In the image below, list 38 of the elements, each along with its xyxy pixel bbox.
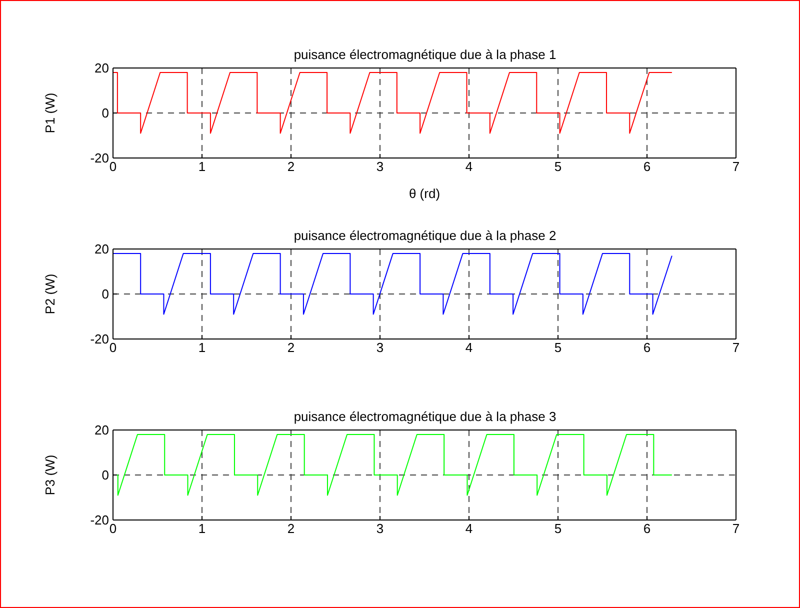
y-tick-label: 20: [94, 60, 109, 76]
y-tick-label: 0: [102, 468, 109, 483]
x-tick-label: 4: [465, 340, 473, 356]
chart-title: puisance électromagnétique due à la phase 3: [292, 409, 558, 424]
x-tick-label: 6: [643, 159, 651, 174]
chart-title: puisance électromagnétique due à la phase 2: [292, 228, 558, 243]
x-tick-label: 5: [554, 159, 562, 174]
x-tick-label: 7: [732, 340, 740, 356]
x-tick-label: 1: [198, 521, 206, 536]
x-tick-label: 2: [287, 340, 295, 356]
y-axis-title: P2 (W): [42, 274, 58, 314]
x-tick-label: 4: [465, 159, 473, 174]
y-tick-label: 20: [94, 422, 109, 438]
y-tick-label: 0: [102, 106, 109, 121]
x-tick-label: 2: [287, 159, 295, 174]
x-tick-label: 3: [376, 521, 384, 536]
x-tick-label: 1: [198, 159, 206, 174]
line-series: [113, 253, 672, 315]
x-tick-label: 6: [643, 340, 651, 356]
y-tick-label: -20: [90, 512, 109, 528]
chart-title: puisance électromagnétique due à la phase 1: [292, 47, 558, 62]
x-axis-title: θ (rd): [408, 186, 440, 201]
x-tick-label: 7: [732, 521, 740, 536]
x-tick-label: 6: [643, 521, 651, 536]
y-axis-title: P3 (W): [42, 454, 58, 496]
x-tick-label: 7: [732, 159, 740, 174]
x-tick-label: 5: [554, 521, 562, 536]
y-tick-label: 0: [102, 286, 109, 302]
x-tick-label: 3: [376, 159, 384, 174]
x-tick-label: 1: [198, 340, 206, 356]
x-tick-label: 4: [465, 521, 473, 536]
x-tick-label: 3: [376, 340, 384, 356]
x-tick-label: 5: [554, 340, 562, 356]
y-axis-title: P1 (W): [42, 92, 58, 134]
y-tick-label: -20: [90, 150, 109, 166]
x-tick-label: 2: [287, 521, 295, 536]
y-tick-label: 20: [94, 242, 109, 257]
y-tick-label: -20: [90, 332, 109, 347]
